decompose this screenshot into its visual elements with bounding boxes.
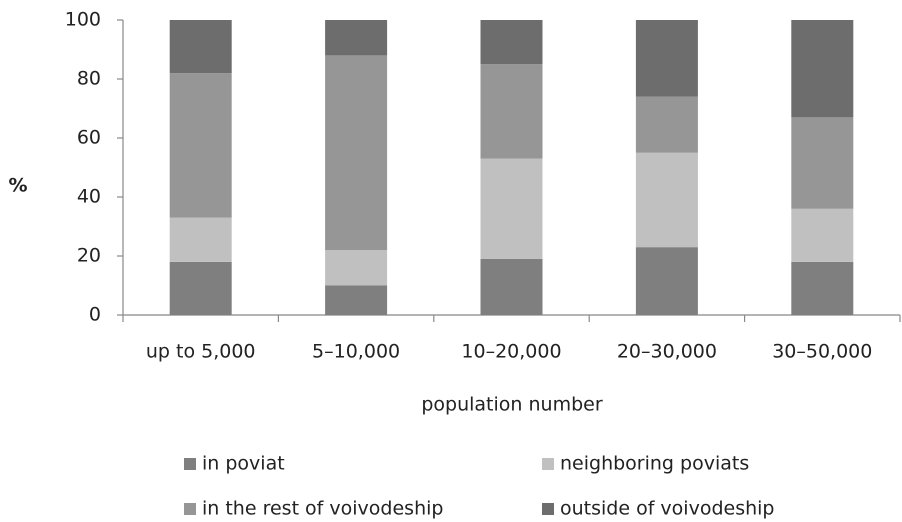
x-axis-title: population number [421, 394, 602, 416]
y-tick-label: 40 [77, 186, 101, 208]
legend-label: outside of voivodeship [560, 498, 774, 520]
x-tick-label: 20–30,000 [617, 341, 717, 363]
y-tick-label: 20 [77, 245, 101, 267]
bar-segment [635, 96, 698, 153]
bar-segment [169, 261, 232, 315]
bar-segment [480, 64, 543, 159]
bar-segment [169, 217, 232, 262]
bar-segment [635, 247, 698, 315]
legend-label: in the rest of voivodeship [202, 498, 443, 520]
bar-segment [480, 258, 543, 315]
y-tick-label: 60 [77, 127, 101, 149]
legend-swatch [184, 458, 196, 470]
bar-segment [325, 55, 388, 251]
bar-segment [791, 117, 854, 209]
y-tick-label: 0 [89, 304, 101, 326]
legend-swatch [542, 458, 554, 470]
bar-segment [325, 20, 388, 56]
bar-segment [635, 152, 698, 248]
x-tick-label: 30–50,000 [772, 341, 872, 363]
y-axis-title: % [8, 175, 27, 197]
bar-segment [325, 285, 388, 315]
y-tick-label: 100 [65, 9, 101, 31]
bar-segment [480, 158, 543, 259]
bar-segment [480, 20, 543, 65]
legend-swatch [542, 503, 554, 515]
x-tick-label: 10–20,000 [461, 341, 561, 363]
bar-segment [169, 73, 232, 218]
bar-segment [325, 250, 388, 286]
legend-label: neighboring poviats [560, 453, 749, 475]
bar-segment [169, 20, 232, 74]
x-tick-label: up to 5,000 [146, 341, 256, 363]
bar-segment [791, 261, 854, 315]
y-tick-label: 80 [77, 68, 101, 90]
legend-swatch [184, 503, 196, 515]
x-tick-label: 5–10,000 [312, 341, 400, 363]
legend-label: in poviat [202, 453, 285, 475]
bar-segment [791, 20, 854, 118]
bar-segment [635, 20, 698, 97]
bar-segment [791, 208, 854, 262]
